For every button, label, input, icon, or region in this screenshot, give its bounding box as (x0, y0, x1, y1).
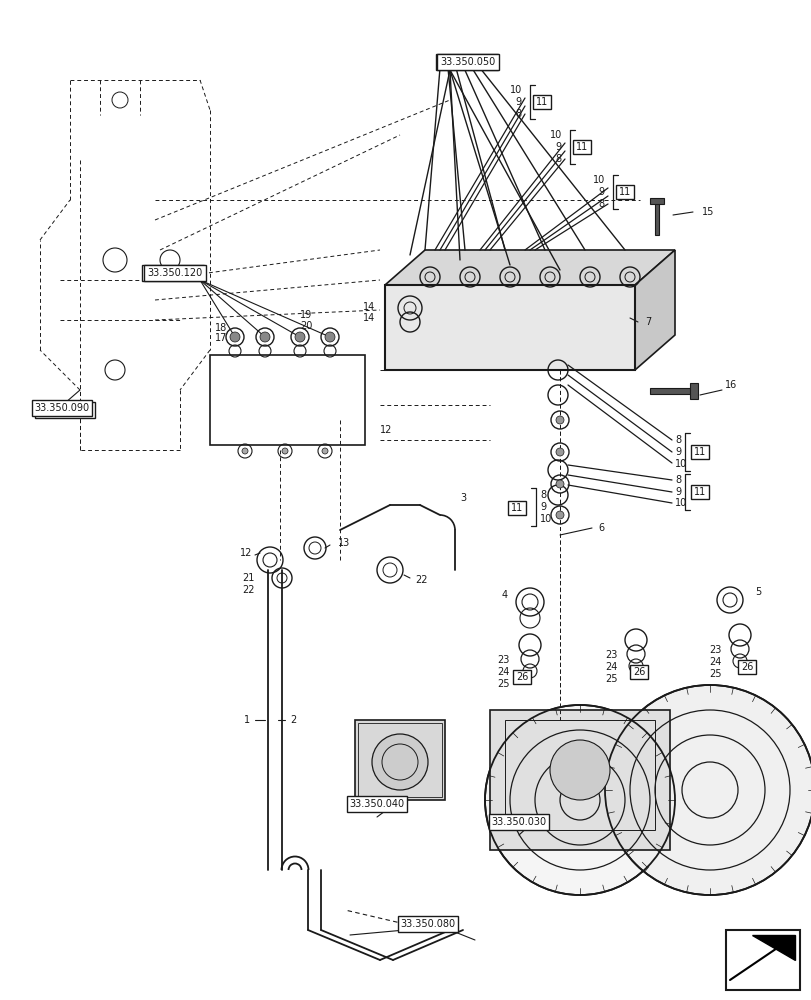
Text: 10: 10 (674, 459, 686, 469)
Text: 21: 21 (242, 573, 255, 583)
Text: 33.350.090: 33.350.090 (34, 403, 89, 413)
Text: 16: 16 (724, 380, 736, 390)
Text: 18: 18 (214, 323, 227, 333)
Bar (384, 285, 634, 370)
Text: 33.350.030: 33.350.030 (491, 817, 546, 827)
Text: 11: 11 (575, 142, 587, 152)
Bar (489, 710, 669, 850)
Text: 10: 10 (509, 85, 521, 95)
Text: 25: 25 (709, 669, 721, 679)
Text: 17: 17 (214, 333, 227, 343)
Circle shape (324, 332, 335, 342)
Text: 24: 24 (709, 657, 721, 667)
Circle shape (281, 448, 288, 454)
Text: 10: 10 (549, 130, 561, 140)
Text: 14: 14 (363, 313, 375, 323)
Text: 8: 8 (539, 490, 546, 500)
Text: 11: 11 (693, 487, 706, 497)
Text: 8: 8 (515, 109, 521, 119)
Bar (220, 375, 354, 430)
Text: 9: 9 (674, 447, 680, 457)
Text: 24: 24 (605, 662, 617, 672)
Text: 25: 25 (605, 674, 617, 684)
Text: 33.350.040: 33.350.040 (349, 799, 404, 809)
Text: 23: 23 (605, 650, 617, 660)
Text: 9: 9 (556, 142, 561, 152)
Text: 22: 22 (414, 575, 427, 585)
Text: 23: 23 (497, 655, 509, 665)
Text: 9: 9 (674, 487, 680, 497)
Text: 15: 15 (702, 207, 714, 217)
Circle shape (242, 448, 247, 454)
Bar (649, 198, 663, 204)
Circle shape (556, 480, 564, 488)
Text: 26: 26 (515, 672, 527, 682)
Circle shape (230, 332, 240, 342)
Polygon shape (634, 250, 674, 370)
Text: 1: 1 (243, 715, 250, 725)
Text: 20: 20 (299, 321, 312, 331)
Text: 10: 10 (539, 514, 551, 524)
Text: 25: 25 (497, 679, 509, 689)
Text: 9: 9 (515, 97, 521, 107)
Text: 14: 14 (363, 302, 375, 312)
Text: 33.350.090: 33.350.090 (37, 405, 92, 415)
Bar (210, 355, 365, 445)
Text: 33.350.050: 33.350.050 (439, 57, 494, 67)
Text: 2: 2 (290, 715, 296, 725)
Text: 10: 10 (674, 498, 686, 508)
Bar (354, 720, 444, 800)
Circle shape (556, 416, 564, 424)
Text: 11: 11 (618, 187, 630, 197)
Text: 11: 11 (510, 503, 522, 513)
Text: 13: 13 (337, 538, 350, 548)
Bar (654, 200, 659, 235)
Circle shape (604, 685, 811, 895)
Bar (504, 720, 654, 830)
Text: 8: 8 (674, 435, 680, 445)
Text: 23: 23 (709, 645, 721, 655)
Circle shape (556, 448, 564, 456)
Circle shape (260, 332, 270, 342)
Circle shape (322, 448, 328, 454)
Bar (725, 930, 799, 990)
Text: 3: 3 (460, 493, 466, 503)
Text: 22: 22 (242, 585, 255, 595)
Text: 33.350.050: 33.350.050 (440, 57, 495, 67)
Text: 10: 10 (592, 175, 604, 185)
Text: 11: 11 (535, 97, 547, 107)
Text: 24: 24 (497, 667, 509, 677)
Text: 11: 11 (693, 447, 706, 457)
Bar (649, 388, 694, 394)
Bar (358, 723, 441, 797)
Text: 33.350.080: 33.350.080 (400, 919, 455, 929)
Text: 4: 4 (501, 590, 508, 600)
Text: 33.350.120: 33.350.120 (145, 268, 200, 278)
Text: 8: 8 (556, 154, 561, 164)
Circle shape (549, 740, 609, 800)
Circle shape (556, 511, 564, 519)
Text: 26: 26 (740, 662, 753, 672)
Text: 8: 8 (674, 475, 680, 485)
Circle shape (371, 734, 427, 790)
Text: 12: 12 (380, 425, 392, 435)
Text: 33.350.120: 33.350.120 (147, 268, 203, 278)
Circle shape (484, 705, 674, 895)
Text: 5: 5 (754, 587, 761, 597)
Polygon shape (751, 935, 794, 960)
Text: 6: 6 (597, 523, 603, 533)
Text: 12: 12 (239, 548, 251, 558)
Text: 8: 8 (599, 199, 604, 209)
Circle shape (294, 332, 305, 342)
Text: 26: 26 (632, 667, 645, 677)
Text: 19: 19 (299, 310, 312, 320)
Text: 7: 7 (644, 317, 650, 327)
Bar (689, 383, 697, 399)
Text: 9: 9 (539, 502, 546, 512)
Text: 9: 9 (599, 187, 604, 197)
Polygon shape (384, 250, 674, 285)
